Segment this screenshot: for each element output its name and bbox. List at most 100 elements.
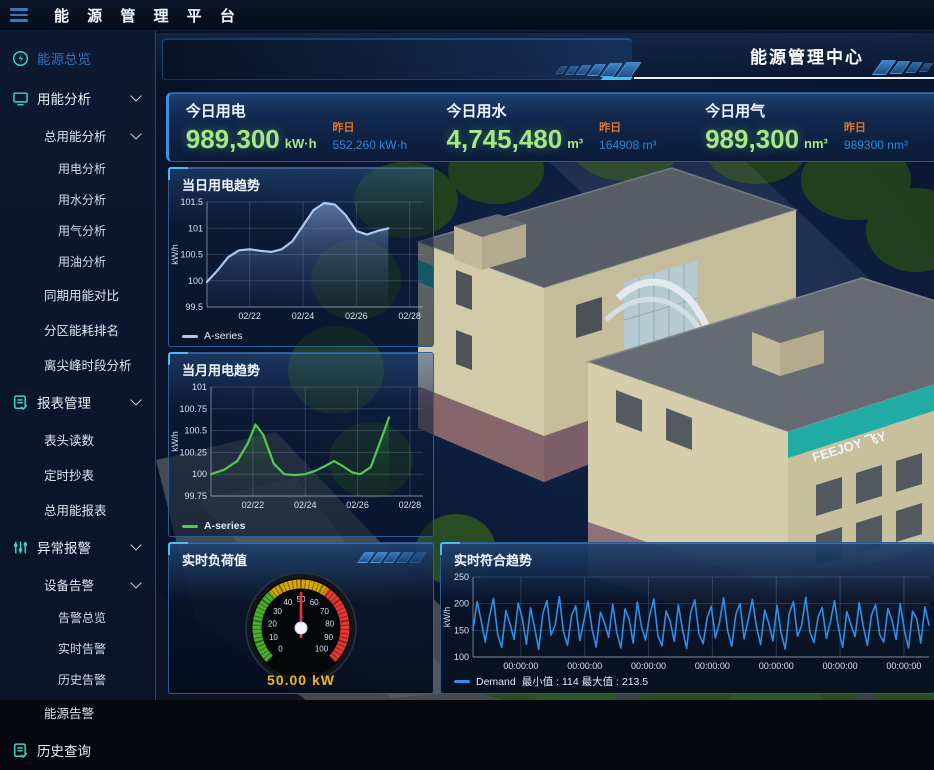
sidebar-item-energy-alarm[interactable]: 能源告警 <box>0 695 155 730</box>
sidebar-item-gas-analysis[interactable]: 用气分析 <box>0 215 155 246</box>
svg-text:30: 30 <box>273 607 282 616</box>
chart-legend[interactable]: Demand 最小值 : 114 最大值 : 213.5 <box>454 674 648 689</box>
svg-text:kW/h: kW/h <box>170 244 180 265</box>
svg-text:100.25: 100.25 <box>179 447 207 457</box>
svg-text:99.75: 99.75 <box>184 491 207 501</box>
svg-text:100: 100 <box>454 652 469 662</box>
svg-text:100.75: 100.75 <box>179 404 207 414</box>
svg-text:250: 250 <box>454 572 469 582</box>
sidebar-item-peak-offpeak-analysis[interactable]: 离尖峰时段分析 <box>0 347 155 382</box>
sidebar-item-label: 能源总览 <box>37 48 91 68</box>
legend-marker <box>182 335 198 338</box>
svg-text:02/26: 02/26 <box>346 500 369 510</box>
panel-title: 当日用电趋势 <box>169 168 433 196</box>
svg-text:02/22: 02/22 <box>242 500 265 510</box>
sidebar-item-total-energy-report[interactable]: 总用能报表 <box>0 492 155 527</box>
sidebar-item-label: 离尖峰时段分析 <box>44 355 132 374</box>
sidebar-item-realtime-alarm[interactable]: 实时告警 <box>0 633 155 664</box>
sidebar-item-label: 分区能耗排名 <box>44 320 119 339</box>
svg-text:20: 20 <box>268 619 277 628</box>
sidebar-item-label: 定时抄表 <box>44 465 94 484</box>
svg-text:150: 150 <box>454 625 469 635</box>
sidebar-item-label: 能源告警 <box>44 703 94 722</box>
sidebar-item-label: 实时告警 <box>58 640 106 657</box>
svg-text:10: 10 <box>269 633 278 642</box>
top-bar: 能 源 管 理 平 台 <box>0 0 934 31</box>
legend-label: A-series <box>204 520 245 532</box>
stat-value: 4,745,480 <box>447 124 563 154</box>
chevron-down-icon <box>130 90 141 101</box>
sidebar-item-alarm-overview[interactable]: 告警总览 <box>0 602 155 633</box>
alarm-icon <box>12 539 29 556</box>
stat-value: 989,300 <box>186 124 280 154</box>
legend-label: A-series <box>204 330 243 342</box>
chart-legend[interactable]: A-series <box>182 330 243 342</box>
svg-text:100.5: 100.5 <box>180 250 203 260</box>
sidebar-item-device-alarm[interactable]: 设备告警 <box>0 567 155 602</box>
svg-text:kW/h: kW/h <box>442 607 452 628</box>
svg-text:00:00:00: 00:00:00 <box>695 661 730 671</box>
svg-text:100.5: 100.5 <box>184 426 207 436</box>
sidebar-item-electricity-analysis[interactable]: 用电分析 <box>0 153 155 184</box>
sidebar-nav: 能源总览用能分析总用能分析用电分析用水分析用气分析用油分析同期用能对比分区能耗排… <box>0 30 156 700</box>
svg-text:02/24: 02/24 <box>292 311 315 321</box>
sidebar-item-total-energy-analysis[interactable]: 总用能分析 <box>0 118 155 153</box>
svg-text:100: 100 <box>188 276 203 286</box>
sidebar-item-energy-analysis[interactable]: 用能分析 <box>0 78 155 118</box>
svg-text:80: 80 <box>325 619 334 628</box>
sidebar-item-history-query[interactable]: 历史查询 <box>0 730 155 770</box>
app-title: 能 源 管 理 平 台 <box>54 5 242 26</box>
sidebar-item-label: 总用能报表 <box>44 500 107 519</box>
legend-label: Demand <box>476 676 516 688</box>
stat-prev-value: 989300 nm³ <box>844 138 908 152</box>
main-content: FEEJOY 飞Y <box>156 30 934 700</box>
sidebar-item-energy-overview[interactable]: 能源总览 <box>0 38 155 78</box>
legend-marker <box>182 525 198 528</box>
sidebar-item-label: 总用能分析 <box>44 126 107 145</box>
header-deco-slashes-left <box>558 62 636 78</box>
svg-text:02/28: 02/28 <box>399 500 422 510</box>
stat-prev-label: 昨日 <box>599 119 656 135</box>
svg-text:00:00:00: 00:00:00 <box>503 661 538 671</box>
stat-prev-value: 552,260 kW·h <box>333 138 408 152</box>
sidebar-item-abnormal-alarm[interactable]: 异常报警 <box>0 527 155 567</box>
sidebar-item-zone-energy-ranking[interactable]: 分区能耗排名 <box>0 312 155 347</box>
menu-toggle-button[interactable] <box>10 8 28 22</box>
svg-text:99.5: 99.5 <box>185 302 203 312</box>
sidebar-item-period-comparison[interactable]: 同期用能对比 <box>0 277 155 312</box>
sidebar-item-report-management[interactable]: 报表管理 <box>0 382 155 422</box>
header-underline <box>634 77 934 79</box>
sidebar-item-history-alarm[interactable]: 历史告警 <box>0 664 155 695</box>
stat-label: 今日用电 <box>186 100 317 121</box>
gauge-value: 50.00 kW <box>169 672 433 688</box>
svg-text:60: 60 <box>310 598 319 607</box>
energy-overview-icon <box>12 50 29 67</box>
chevron-down-icon <box>130 128 141 139</box>
stat-unit: kW·h <box>285 136 317 151</box>
sidebar-item-meter-reading[interactable]: 表头读数 <box>0 422 155 457</box>
stat-prev-value: 164908 m³ <box>599 138 656 152</box>
stat-value: 989,300 <box>705 124 799 154</box>
chevron-down-icon <box>130 577 141 588</box>
sidebar-item-scheduled-reading[interactable]: 定时抄表 <box>0 457 155 492</box>
chart-legend[interactable]: A-series <box>182 520 245 532</box>
svg-text:02/22: 02/22 <box>238 311 261 321</box>
svg-text:00:00:00: 00:00:00 <box>759 661 794 671</box>
sidebar-item-label: 用气分析 <box>58 222 106 239</box>
sidebar-item-water-analysis[interactable]: 用水分析 <box>0 184 155 215</box>
center-header: 能源管理中心 <box>156 30 934 88</box>
svg-text:101.5: 101.5 <box>180 197 203 207</box>
sidebar-item-oil-analysis[interactable]: 用油分析 <box>0 246 155 277</box>
stat-label: 今日用水 <box>447 100 584 121</box>
sidebar-item-label: 用电分析 <box>58 160 106 177</box>
svg-text:70: 70 <box>320 607 329 616</box>
svg-text:00:00:00: 00:00:00 <box>631 661 666 671</box>
stat-prev-label: 昨日 <box>333 119 408 135</box>
panel-title: 实时符合趋势 <box>441 543 934 571</box>
stat-unit: nm³ <box>804 136 828 151</box>
